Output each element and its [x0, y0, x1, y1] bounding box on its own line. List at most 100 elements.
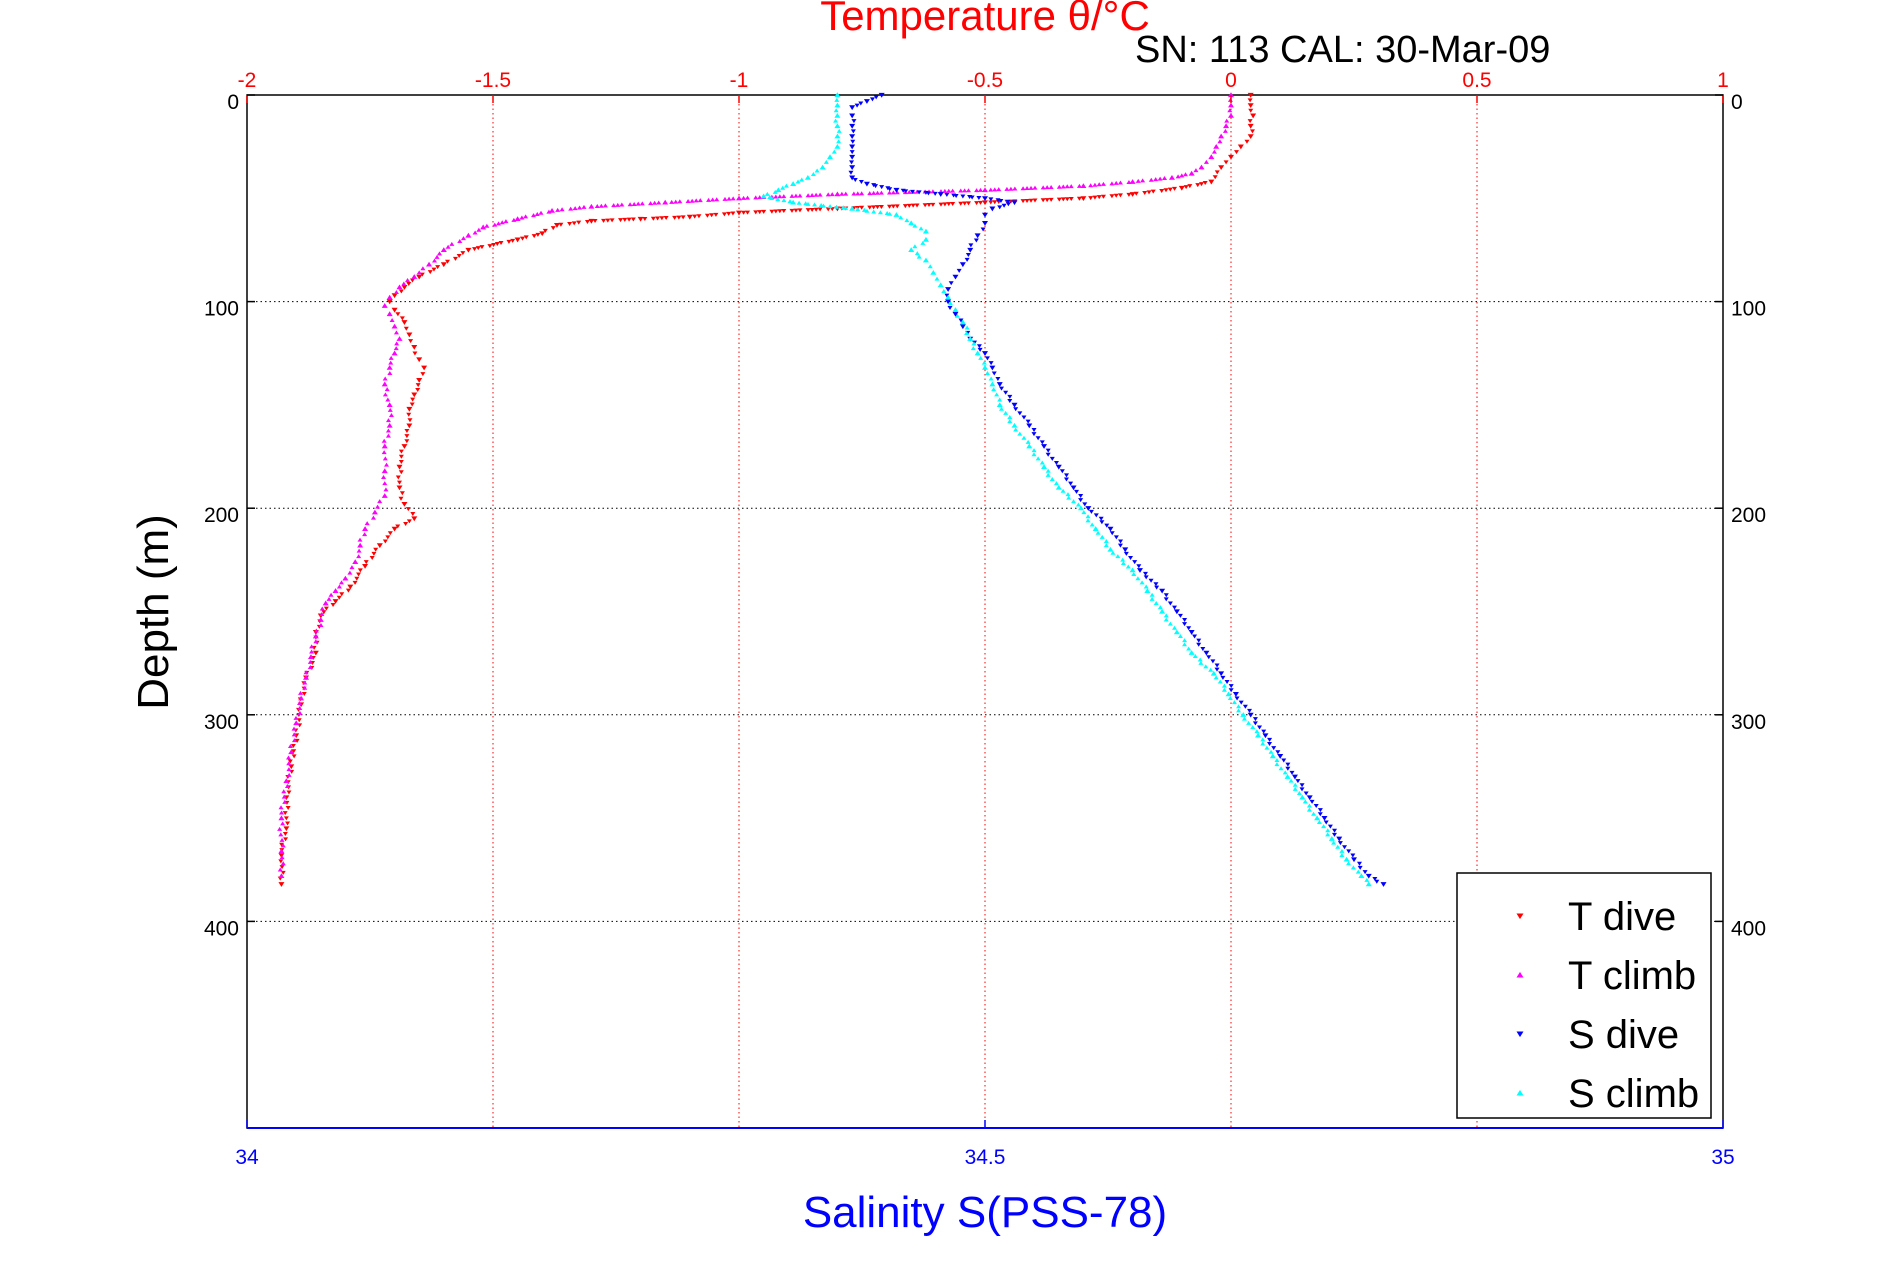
- data-point: [1268, 749, 1274, 754]
- data-point: [572, 206, 578, 211]
- data-point: [1144, 588, 1151, 593]
- data-point: [396, 336, 403, 341]
- data-point: [349, 565, 355, 570]
- data-point: [456, 253, 462, 258]
- series-s-climb: [760, 92, 1372, 887]
- data-point: [555, 207, 561, 212]
- data-point: [1303, 791, 1309, 796]
- data-point: [1306, 807, 1312, 812]
- data-point: [1221, 687, 1227, 692]
- data-point: [1172, 625, 1178, 630]
- depth-tick-label: 0: [227, 91, 239, 114]
- data-point: [761, 209, 767, 214]
- data-point: [999, 386, 1005, 391]
- data-point: [925, 191, 931, 196]
- data-point: [1337, 841, 1343, 846]
- data-point: [1109, 194, 1115, 199]
- data-point: [1285, 766, 1291, 771]
- data-point: [1028, 185, 1034, 190]
- data-point: [797, 193, 803, 198]
- data-point: [1292, 786, 1298, 791]
- data-point: [886, 190, 892, 195]
- data-point: [1045, 452, 1051, 457]
- data-point: [1059, 469, 1065, 474]
- data-point: [787, 199, 793, 204]
- data-point: [291, 754, 297, 759]
- data-point: [781, 209, 787, 214]
- data-point: [922, 236, 929, 242]
- data-point: [404, 434, 410, 439]
- data-point: [381, 438, 387, 443]
- data-point: [1325, 828, 1331, 833]
- data-point: [286, 767, 292, 772]
- data-point: [1323, 820, 1329, 825]
- data-point: [1339, 853, 1345, 858]
- data-point: [381, 303, 388, 308]
- data-point: [427, 270, 433, 275]
- data-point: [1040, 198, 1046, 203]
- data-point: [1049, 456, 1055, 461]
- data-point: [793, 208, 799, 213]
- data-point: [1261, 729, 1267, 734]
- data-point: [948, 301, 954, 306]
- data-point: [1234, 696, 1240, 701]
- data-point: [1202, 181, 1208, 186]
- data-point: [371, 551, 377, 556]
- data-point: [386, 294, 393, 300]
- data-point: [1224, 118, 1230, 123]
- data-point: [1247, 119, 1253, 124]
- data-point: [576, 220, 582, 225]
- data-point: [405, 507, 411, 512]
- data-point: [839, 191, 845, 196]
- data-point: [1306, 795, 1313, 801]
- data-point: [797, 208, 803, 213]
- data-point: [796, 200, 802, 205]
- data-point: [693, 198, 699, 203]
- data-point: [399, 316, 405, 321]
- data-point: [1153, 600, 1159, 605]
- data-point: [833, 118, 839, 123]
- data-point: [1260, 737, 1266, 742]
- data-point: [834, 123, 841, 129]
- data-point: [677, 199, 683, 204]
- data-point: [927, 264, 933, 269]
- data-point: [347, 584, 354, 590]
- data-point: [1153, 582, 1159, 587]
- data-point: [510, 238, 516, 243]
- data-point: [855, 191, 861, 196]
- data-point: [381, 493, 388, 498]
- data-point: [1257, 725, 1263, 730]
- data-point: [1017, 411, 1023, 416]
- data-point: [1103, 539, 1109, 544]
- data-point: [1236, 708, 1242, 713]
- data-point: [966, 201, 972, 206]
- data-point: [293, 715, 299, 720]
- data-point: [981, 360, 987, 365]
- data-point: [280, 821, 286, 826]
- data-point: [385, 418, 391, 423]
- x-axis-label-bottom: Salinity S(PSS-78): [803, 1188, 1167, 1237]
- data-point: [601, 218, 607, 223]
- salinity-tick-label: 35: [1711, 1146, 1734, 1169]
- data-point: [1196, 638, 1202, 643]
- data-point: [1143, 575, 1149, 580]
- data-point: [594, 204, 600, 209]
- data-point: [352, 580, 358, 585]
- data-point: [445, 259, 451, 264]
- depth-tick-label-right: 300: [1731, 711, 1766, 734]
- data-point: [1247, 134, 1254, 140]
- data-point: [799, 177, 805, 182]
- data-point: [1021, 435, 1027, 440]
- data-point: [1011, 422, 1018, 428]
- data-point: [345, 588, 351, 593]
- data-point: [1163, 188, 1169, 193]
- data-point: [630, 217, 636, 222]
- data-point: [1026, 443, 1033, 449]
- data-point: [1053, 460, 1059, 465]
- data-point: [1296, 791, 1302, 796]
- data-point: [288, 764, 295, 770]
- data-point: [1096, 182, 1102, 187]
- data-point: [1262, 733, 1269, 739]
- data-point: [403, 521, 409, 526]
- data-point: [1056, 197, 1062, 202]
